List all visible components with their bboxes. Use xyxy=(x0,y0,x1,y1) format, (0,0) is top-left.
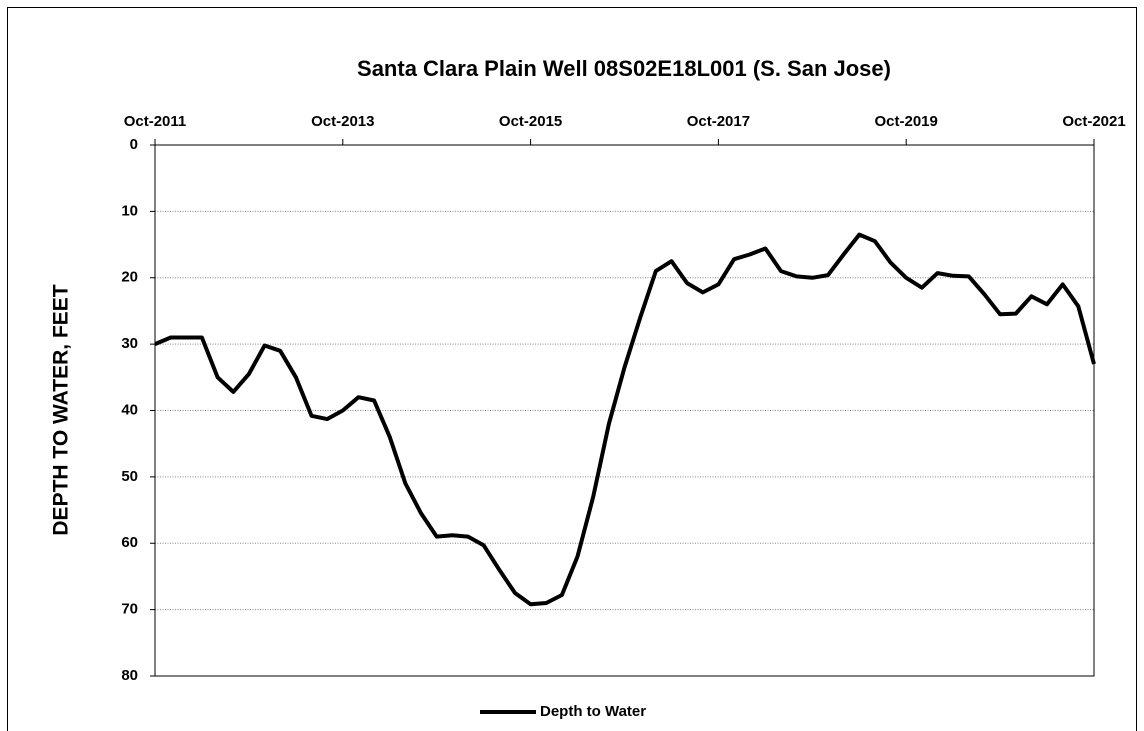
y-tick-label: 60 xyxy=(121,534,138,551)
chart-border xyxy=(7,7,1137,731)
x-tick-label: Oct-2017 xyxy=(687,113,750,130)
data-line xyxy=(154,232,1096,607)
x-tick-label: Oct-2021 xyxy=(1062,113,1125,130)
y-tick-label: 10 xyxy=(121,202,138,219)
x-tick-label: Oct-2013 xyxy=(311,113,374,130)
x-tick-label: Oct-2015 xyxy=(499,113,562,130)
y-tick-label: 80 xyxy=(121,667,138,684)
x-tick-label: Oct-2011 xyxy=(124,113,187,130)
y-tick-label: 50 xyxy=(121,468,138,485)
y-tick-label: 30 xyxy=(121,335,138,352)
chart-title: Santa Clara Plain Well 08S02E18L001 (S. … xyxy=(357,56,891,81)
y-tick-label: 0 xyxy=(130,136,138,153)
y-tick-label: 40 xyxy=(121,401,138,418)
y-axis-title: DEPTH TO WATER, FEET xyxy=(50,284,73,535)
plot-area xyxy=(154,144,1095,677)
y-tick-label: 20 xyxy=(121,269,138,286)
x-tick-label: Oct-2019 xyxy=(875,113,938,130)
legend-label: Depth to Water xyxy=(540,703,646,720)
y-tick-label: 70 xyxy=(121,601,138,618)
